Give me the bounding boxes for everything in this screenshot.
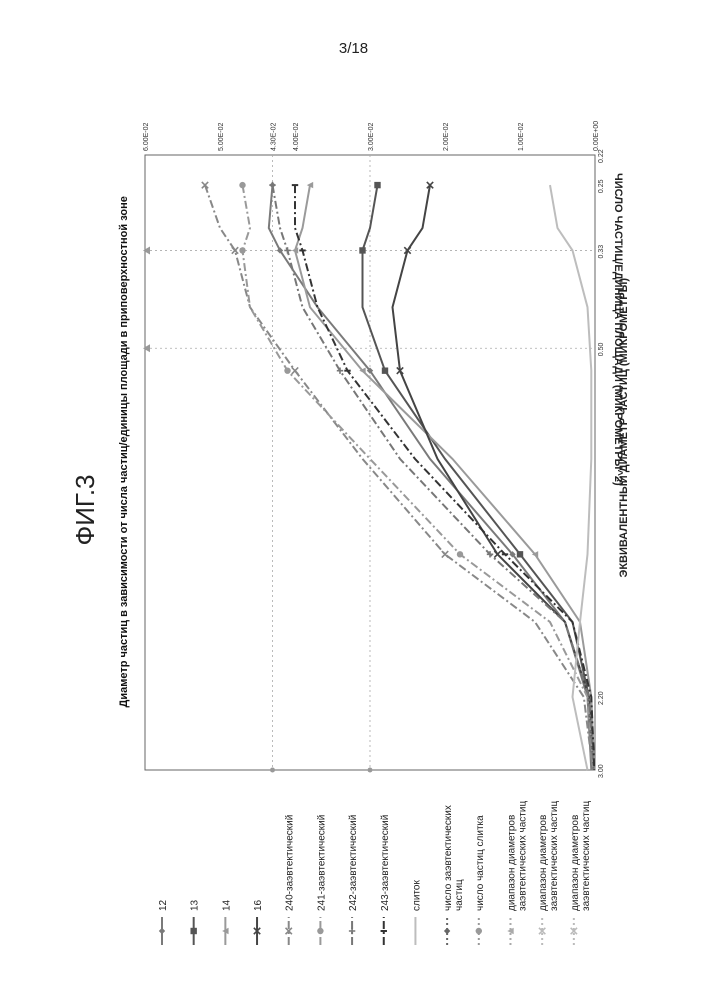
legend-marker [476,928,482,934]
legend-item: диапазон диаметровзаэвтектических частиц [538,801,560,945]
series-point-marker [359,247,365,253]
legend-label: заэвтектических частиц [581,801,592,911]
legend-item: число частиц слитка [475,815,486,945]
legend-label: 16 [253,899,264,911]
series-point-marker [374,182,380,188]
legend-marker [444,928,450,934]
x-tick-label: 0.25 [598,179,605,193]
x-tick-label: 2.20 [598,691,605,705]
legend-label: заэвтектических частиц [517,801,528,911]
legend-label: 13 [190,899,201,911]
legend-label: 12 [158,899,169,911]
legend-label: 240-заэвтектический [285,815,296,911]
series-line [363,185,594,770]
y-tick-label: 5.00E-02 [218,122,225,151]
reference-arrow-marker [143,344,150,352]
series-point-marker [292,367,298,373]
legend-item: 243-заэвтектический [380,815,391,945]
legend-item: число заэвтектическихчастиц [443,805,465,945]
series-point-marker [284,367,290,373]
y-axis-title: ЧИСЛО ЧАСТИЦ/ЕДИНИЦА ПЛОЩАДИ (МИКРОМЕТРЫ… [612,173,624,486]
legend-item: диапазон диаметровзаэвтектических частиц [506,801,528,945]
legend-label: число частиц слитка [475,815,486,911]
series-line [295,185,594,770]
chart-svg: 0.00E+00 1.00E-02 2.00E-02 3.00E-02 4.00E-02… [90,80,630,960]
legend-label: диапазон диаметров [538,815,549,911]
legend-item: 14 [221,899,232,945]
reference-point-marker [270,768,275,773]
legend-item: 240-заэвтектический [285,815,296,945]
series-point-marker [442,551,448,557]
y-tick-label: 4.00E-02 [293,122,300,151]
legend-label: диапазон диаметров [570,815,581,911]
legend-label: 241-заэвтектический [316,815,327,911]
y-tick-label: 2.00E-02 [443,122,450,151]
legend-label: 242-заэвтектический [348,815,359,911]
legend-label: число заэвтектических [443,805,454,911]
legend-marker [349,928,355,934]
series-point-marker [239,247,245,253]
plot-area [145,155,595,770]
chart-title: Диаметр частиц в зависимости от числа ча… [118,196,130,707]
legend-label: слиток [411,880,422,911]
legend-label: 14 [221,899,232,911]
series-point-marker [239,182,245,188]
y-tick-label: 4.30E-02 [271,122,278,151]
legend-label: частиц [454,879,465,911]
y-tick-label: 6.00E-02 [143,122,150,151]
series-point-marker [284,247,290,253]
legend-label: заэвтектических частиц [549,801,560,911]
x-tick-label: 0.22 [598,149,605,163]
series-line [393,185,594,770]
legend-label: диапазон диаметров [506,815,517,911]
legend-item: диапазон диаметровзаэвтектических частиц [570,801,592,945]
legend-item: 13 [190,899,201,945]
legend-item: 16 [253,899,264,945]
legend-marker [159,928,165,934]
series-point-marker [517,551,523,557]
chart-container: 0.00E+00 1.00E-02 2.00E-02 3.00E-02 4.00E-02… [90,80,630,960]
x-tick-label: 0.50 [598,343,605,357]
reference-point-marker [368,768,373,773]
legend-marker [317,928,323,934]
series-point-marker [457,551,463,557]
page-number: 3/18 [0,40,707,57]
legend-item: слиток [411,880,422,945]
x-tick-label: 3.00 [598,764,605,778]
legend-marker [190,928,196,934]
series-point-marker [494,551,500,557]
series-line [295,185,594,770]
y-tick-label: 1.00E-02 [518,122,525,151]
legend-item: 242-заэвтектический [348,815,359,945]
legend-item: 241-заэвтектический [316,815,327,945]
legend-item: 12 [158,899,169,945]
series-point-marker [382,367,388,373]
series-line [269,185,592,770]
series-point-marker [269,182,275,188]
y-tick-label: 0.00E+00 [593,121,600,151]
legend-label: 243-заэвтектический [380,815,391,911]
series-point-marker [232,247,238,253]
x-tick-label: 0.33 [598,245,605,259]
reference-arrow-marker [143,246,150,254]
y-tick-label: 3.00E-02 [368,122,375,151]
series-line [205,185,593,770]
